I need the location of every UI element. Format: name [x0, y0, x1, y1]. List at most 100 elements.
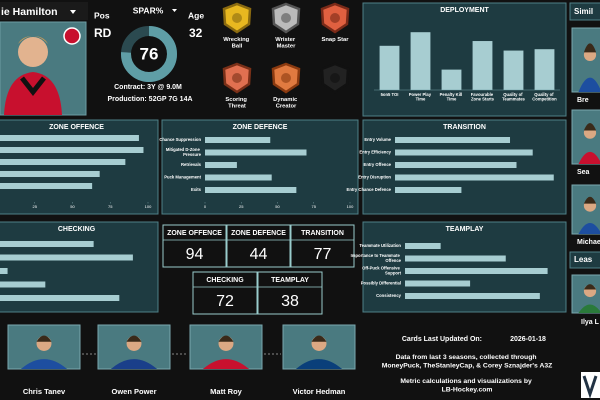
- score-value: 77: [314, 246, 332, 263]
- portrait-jersey: [578, 151, 600, 164]
- bar: [503, 50, 524, 90]
- bar: [405, 243, 441, 249]
- bar: [205, 187, 297, 193]
- bar: [205, 174, 272, 181]
- side-player-name: Bre: [577, 97, 589, 104]
- side-title-box: [569, 2, 600, 21]
- similar-player-name: Owen Power: [111, 387, 156, 396]
- y-tick-label: Consistency: [376, 293, 402, 298]
- y-tick-label: Entry Chance Defence: [347, 187, 392, 192]
- y-tick-label: Chance Suppression: [159, 137, 201, 142]
- score-value: 38: [281, 293, 299, 310]
- x-tick-label: 75: [108, 204, 113, 209]
- y-tick-label: Entry Efficiency: [359, 150, 391, 155]
- bar: [0, 295, 120, 301]
- gauge-value: 76: [140, 44, 159, 63]
- x-tick-label: 50: [70, 204, 75, 209]
- team-logo: [63, 27, 81, 45]
- score-label: CHECKING: [206, 277, 244, 284]
- text-line: Dynamic: [273, 97, 299, 103]
- bar: [534, 49, 555, 90]
- panel-title: TRANSITION: [443, 124, 486, 131]
- text-line: Entry Disruption: [358, 175, 391, 180]
- portrait-jersey: [578, 304, 600, 313]
- bar: [395, 174, 554, 181]
- score-boxes: ZONE OFFENCE 94 ZONE DEFENCE 44 TRANSITION 77…: [162, 224, 355, 315]
- text-line: Metric calculations and visualizations b…: [400, 378, 533, 385]
- bar: [395, 149, 533, 156]
- text-line: Puck Management: [164, 175, 201, 180]
- text-line: Mitigated D-Zone: [166, 147, 201, 152]
- badge-emblem: [281, 73, 291, 83]
- portrait-hair: [583, 122, 597, 131]
- player-name: ie Hamilton: [1, 6, 58, 18]
- text-line: Snap Star: [321, 37, 349, 43]
- x-tick-label: 75: [312, 204, 317, 209]
- text-line: Penalty Kill: [440, 92, 464, 97]
- spar-title: SPAR%: [133, 5, 164, 15]
- y-tick-label: Entry Volume: [364, 137, 391, 142]
- text-line: Teammate Utilization: [359, 243, 401, 248]
- bar: [205, 137, 271, 143]
- photo-collar: [20, 76, 46, 97]
- bar: [0, 159, 126, 165]
- portrait-jersey: [578, 222, 600, 234]
- panel-title: CHECKING: [58, 226, 96, 233]
- portrait-hair: [311, 335, 327, 342]
- portrait-hair: [583, 43, 597, 53]
- bar: [0, 268, 8, 274]
- pos-value: RD: [94, 26, 112, 40]
- text-line: Off-Puck Offensive: [362, 266, 401, 271]
- y-tick-label: Teammate Utilization: [359, 243, 401, 248]
- x-tick-label: Penalty Kill Time: [440, 92, 464, 102]
- x-tick-label: 100: [347, 204, 354, 209]
- bar: [441, 69, 462, 90]
- portrait-jersey: [202, 359, 250, 369]
- badge-emblem: [232, 73, 242, 83]
- y-tick-label: Importance to Teammate Offence: [351, 253, 402, 263]
- text-line: LB-Hockey.com: [442, 386, 493, 393]
- updated-date: 2026-01-18: [510, 336, 546, 343]
- y-tick-label: Off-Puck Offensive Support: [362, 266, 401, 276]
- badge-label: Snap Star: [321, 37, 349, 43]
- bar: [0, 147, 144, 153]
- bar: [0, 241, 94, 247]
- portrait-jersey: [110, 359, 158, 369]
- bar: [205, 149, 307, 156]
- score-cell: [290, 224, 355, 268]
- badge-label: Scoring Threat: [225, 97, 248, 110]
- data-sources: Data from last 3 seasons, collected thro…: [382, 354, 553, 370]
- text-line: Wrecking: [223, 37, 251, 43]
- bar: [405, 255, 506, 262]
- badge-label: Wrecking Ball: [223, 37, 251, 50]
- bar: [405, 293, 540, 299]
- bar: [0, 254, 133, 261]
- x-tick-label: 50: [275, 204, 280, 209]
- portrait-hair: [218, 335, 234, 342]
- text-line: Offence: [385, 258, 401, 263]
- production: Production: 52GP 7G 14A: [107, 96, 192, 103]
- gauge-arc: [121, 26, 177, 82]
- text-line: Entry Offence: [364, 162, 392, 167]
- age-label: Age: [188, 10, 204, 20]
- y-tick-label: Exits: [191, 187, 202, 192]
- portrait-hair: [583, 284, 597, 290]
- score-label: ZONE OFFENCE: [167, 230, 222, 237]
- text-line: Competition: [532, 97, 557, 102]
- bar: [405, 268, 548, 274]
- bar: [0, 281, 46, 288]
- y-tick-label: Entry Offence: [364, 162, 392, 167]
- text-line: MoneyPuck, TheStanleyCap, & Corey Sznajd…: [382, 362, 553, 369]
- text-line: Wrister: [275, 37, 296, 43]
- bar: [205, 162, 237, 168]
- text-line: Exits: [191, 187, 202, 192]
- bar: [0, 183, 93, 189]
- credits: Metric calculations and visualizations b…: [400, 378, 533, 394]
- pos-label: Pos: [94, 10, 110, 20]
- contract: Contract: 3Y @ 9.0M: [114, 84, 182, 91]
- text-line: Power Play: [409, 92, 433, 97]
- text-line: Zone Starts: [471, 97, 495, 102]
- score-label: TEAMPLAY: [271, 277, 309, 284]
- x-tick-label: 5on5 TOI: [381, 92, 399, 97]
